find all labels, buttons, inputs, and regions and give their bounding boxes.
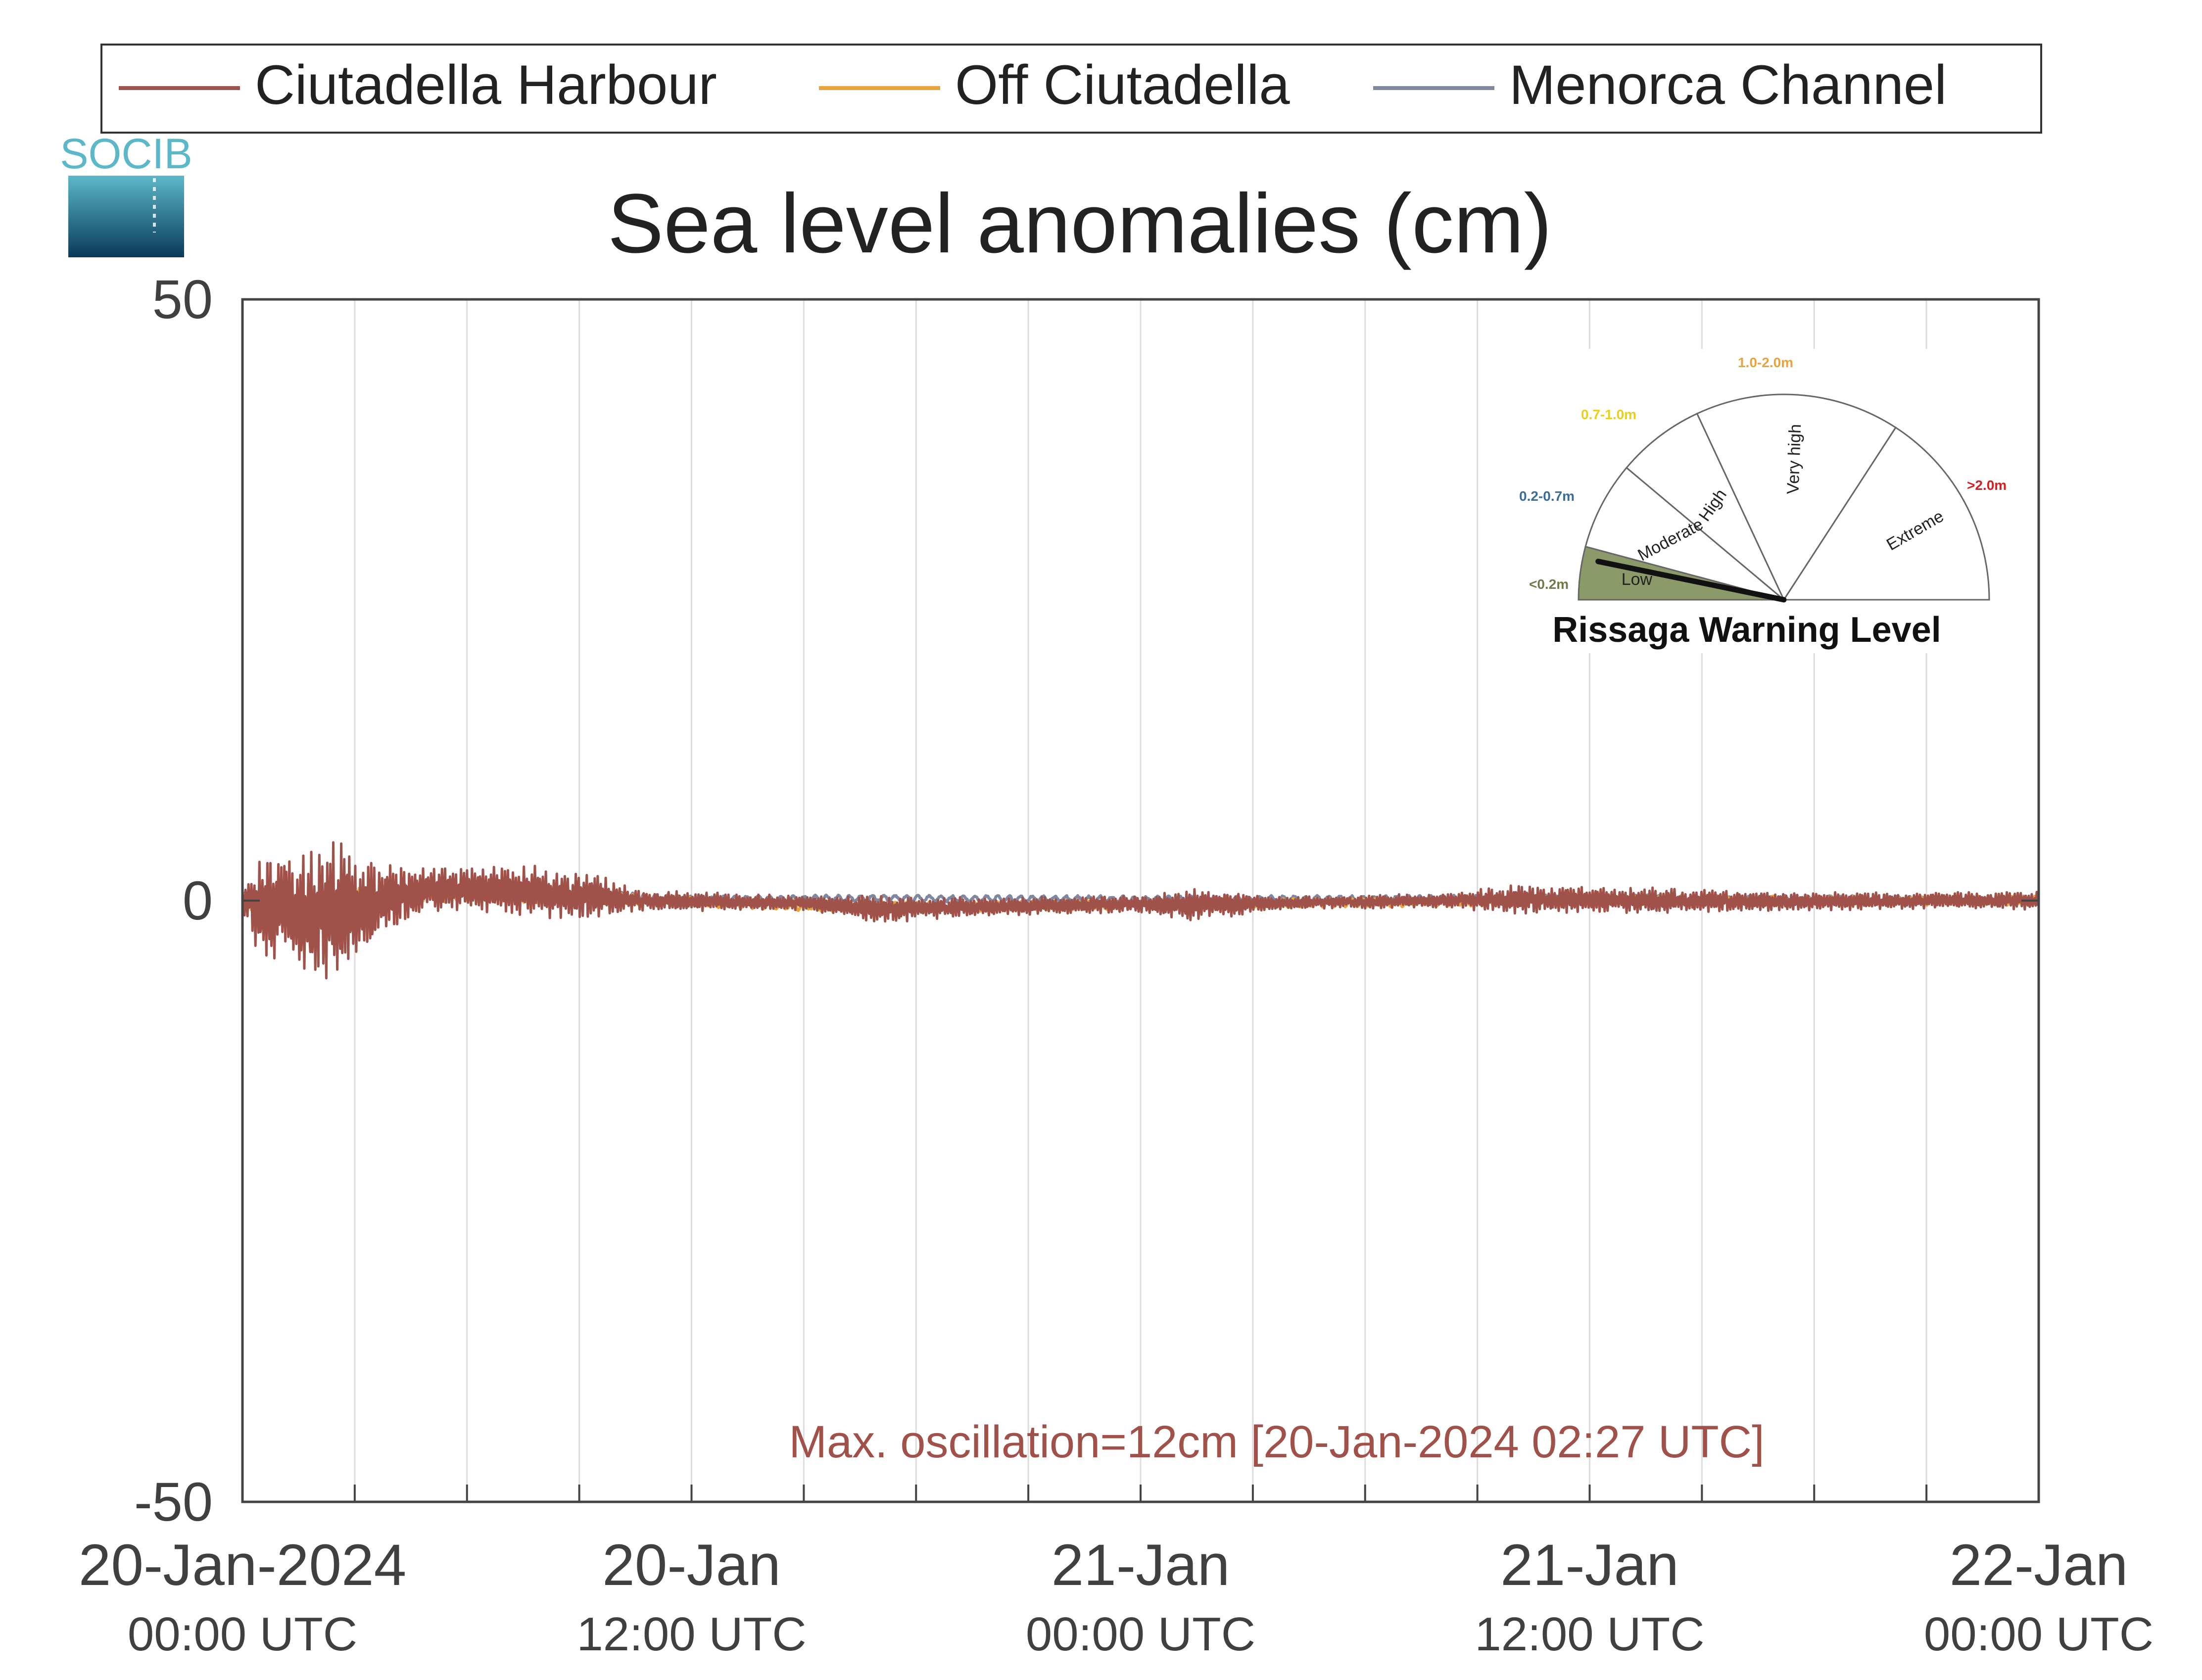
gauge-sector-high — [1625, 412, 1785, 601]
legend-label: Ciutadella Harbour — [255, 54, 717, 116]
gauge-title: Rissaga Warning Level — [1552, 610, 1941, 650]
gauge-sector-extreme — [1782, 426, 1990, 601]
x-tick-label-time: 00:00 UTC — [1924, 1608, 2154, 1661]
x-tick-label-date: 22-Jan — [1950, 1533, 2128, 1598]
x-tick-label-date: 21-Jan — [1500, 1533, 1679, 1598]
x-tick-label-date: 21-Jan — [1052, 1533, 1230, 1598]
series-line-ciutadella-harbour — [241, 841, 2040, 980]
gauge-needle — [1595, 559, 1787, 603]
y-tick-label: -50 — [134, 1472, 213, 1533]
series-lines — [241, 841, 2040, 980]
x-tick-label-time: 12:00 UTC — [1475, 1608, 1704, 1661]
chart-title: Sea level anomalies (cm) — [608, 177, 1552, 271]
gauge-range-label: >2.0m — [1967, 478, 2007, 493]
gauge-level-label: Very high — [1783, 424, 1805, 494]
x-tick-label-date: 20-Jan — [602, 1533, 781, 1598]
logo-text: SOCIB — [60, 130, 192, 178]
gauge-sector-moderate — [1584, 467, 1784, 601]
gauge-range-label: 0.2-0.7m — [1519, 488, 1575, 504]
x-tick-label-time: 00:00 UTC — [1026, 1608, 1255, 1661]
y-tick-label: 0 — [183, 870, 213, 931]
legend-box — [100, 44, 2042, 134]
gauge-sector-very-high — [1696, 393, 1897, 602]
legend-label: Off Ciutadella — [955, 54, 1290, 116]
x-tick-label-time: 12:00 UTC — [576, 1608, 806, 1661]
axis-ticks: -50 0 50 20-Jan-2024 00:00 UTC 20-Jan 12:00 UT… — [79, 269, 2154, 1661]
legend-label: Menorca Channel — [1509, 54, 1947, 116]
y-tick-label: 50 — [152, 269, 213, 330]
gauge-range-label: 1.0-2.0m — [1738, 355, 1793, 370]
socib-logo: SOCIB — [60, 130, 192, 257]
logo-block — [68, 176, 184, 257]
x-tick-label-date: 20-Jan-2024 — [79, 1533, 407, 1598]
max-oscillation-annotation: Max. oscillation=12cm [20-Jan-2024 02:27… — [789, 1417, 1764, 1467]
x-tick-label-time: 00:00 UTC — [128, 1608, 357, 1661]
gauge-range-label: 0.7-1.0m — [1581, 407, 1636, 422]
gauge-range-label: <0.2m — [1529, 576, 1569, 592]
legend: Ciutadella Harbour Off Ciutadella Menorca … — [119, 54, 1947, 116]
